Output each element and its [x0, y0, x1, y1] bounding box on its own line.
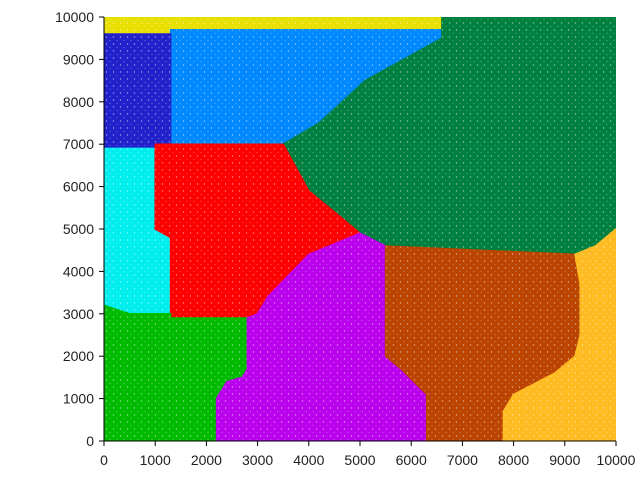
x-tick-label: 10000 [597, 452, 636, 468]
y-tick-label: 3000 [63, 306, 94, 322]
y-tick-label: 0 [86, 433, 94, 449]
x-tick-label: 2000 [191, 452, 222, 468]
y-tick-label: 1000 [63, 391, 94, 407]
x-tick-label: 9000 [549, 452, 580, 468]
x-tick-label: 7000 [447, 452, 478, 468]
y-tick-label: 4000 [63, 263, 94, 279]
y-tick-label: 5000 [63, 221, 94, 237]
scatter-region-speckle-9 [385, 246, 581, 441]
y-tick-label: 6000 [63, 179, 94, 195]
y-tick-label: 9000 [63, 51, 94, 67]
scatter-region-speckle-2 [170, 29, 442, 145]
x-tick-label: 1000 [140, 452, 171, 468]
y-tick-label: 2000 [63, 348, 94, 364]
scatter-region-speckle-1 [104, 17, 442, 34]
ticks-layer: 0 1000 2000 3000 4000 5000 6000 7000 8000 9000 100… [55, 9, 636, 468]
x-tick-label: 6000 [396, 452, 427, 468]
x-tick-label: 8000 [498, 452, 529, 468]
scatter-region-speckle-7 [104, 305, 248, 441]
y-tick-label: 7000 [63, 136, 94, 152]
scatter-region-speckle-8 [216, 233, 427, 441]
scatter-region-speckle-5 [104, 148, 171, 314]
y-tick-label: 8000 [63, 94, 94, 110]
y-tick-label: 10000 [55, 9, 94, 25]
scatter-region-speckle-3 [104, 34, 171, 149]
scatter-region-speckle-4 [283, 17, 616, 255]
x-tick-label: 0 [100, 452, 108, 468]
x-tick-label: 3000 [242, 452, 273, 468]
x-tick-label: 5000 [344, 452, 375, 468]
regions-layer [104, 17, 616, 441]
scatter-region-speckle-6 [155, 144, 360, 318]
x-tick-label: 4000 [293, 452, 324, 468]
scatter-region-speckle-10 [503, 229, 616, 441]
